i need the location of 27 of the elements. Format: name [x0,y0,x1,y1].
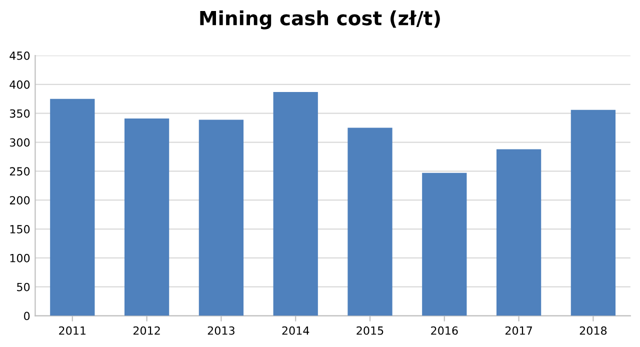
bar [124,118,170,316]
bar [422,172,467,316]
y-tick-label: 200 [10,196,30,204]
y-tick-label: 350 [10,109,30,118]
bar [348,128,392,316]
x-tick-label: 2013 [208,326,234,335]
x-tick-label: 2017 [505,326,532,335]
bar [273,92,318,316]
x-tick-label: 2016 [431,326,458,335]
bar [570,110,616,316]
bar [50,98,95,316]
x-tick-label: 2012 [133,326,160,335]
x-tick-label: 2014 [282,326,310,335]
y-tick-label: 450 [10,51,30,60]
x-tick-label: 2018 [580,326,607,335]
x-tick-label: 2015 [356,326,384,335]
chart-title: Mining cash cost (zł/t) [200,10,440,30]
y-tick-label: 50 [17,282,30,292]
x-tick-label: 2011 [59,326,86,335]
y-tick-label: 100 [10,254,30,262]
bar [496,149,542,316]
y-tick-label: 0 [24,312,30,320]
bar [198,120,244,316]
y-tick-label: 400 [10,80,30,89]
y-tick-label: 250 [10,167,30,176]
y-tick-label: 300 [10,138,30,147]
y-tick-label: 150 [10,224,30,234]
